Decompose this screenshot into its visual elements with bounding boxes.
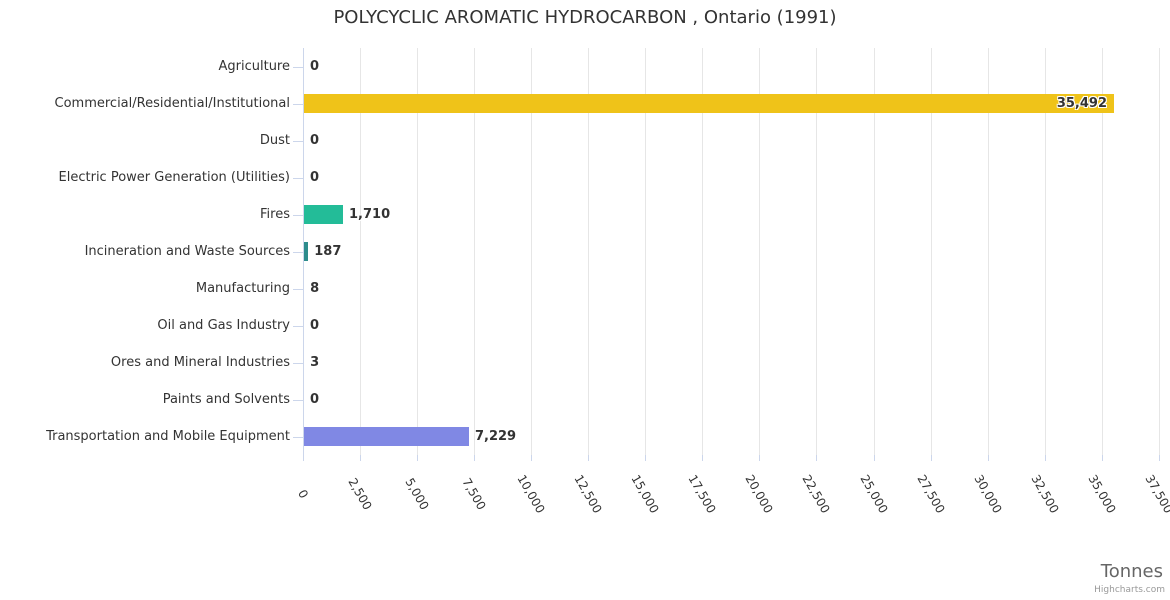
value-label: 187	[314, 244, 342, 259]
value-axis-tick	[1101, 455, 1103, 461]
gridline	[360, 48, 362, 455]
category-label: Incineration and Waste Sources	[84, 244, 290, 259]
bar[interactable]	[304, 427, 469, 446]
gridline	[474, 48, 476, 455]
value-label: 7,229	[474, 429, 517, 444]
gridline	[873, 48, 875, 455]
value-label: 35,492	[1056, 96, 1107, 111]
value-axis-tick	[588, 455, 590, 461]
gridline	[1158, 48, 1160, 455]
bar[interactable]	[304, 205, 343, 224]
category-label: Transportation and Mobile Equipment	[46, 429, 290, 444]
value-label: 3	[310, 355, 320, 370]
category-axis-tick	[293, 67, 303, 68]
category-axis-tick	[293, 363, 303, 364]
bar[interactable]	[304, 94, 1114, 113]
category-label: Commercial/Residential/Institutional	[54, 96, 291, 111]
value-axis-label: 25,000	[856, 472, 891, 516]
category-axis-tick	[293, 252, 303, 253]
category-axis-tick	[293, 104, 303, 105]
value-axis-label: 7,500	[459, 475, 489, 513]
value-axis-tick	[360, 455, 362, 461]
value-axis-tick	[303, 455, 304, 461]
gridline	[702, 48, 704, 455]
gridline	[816, 48, 818, 455]
category-axis-tick	[293, 178, 303, 179]
value-axis-label: 32,500	[1028, 472, 1062, 516]
value-axis-tick	[474, 455, 476, 461]
gridline	[1044, 48, 1046, 455]
value-axis-label: 35,000	[1085, 472, 1119, 516]
category-axis-tick	[293, 141, 303, 142]
value-axis-label: 0	[295, 487, 311, 501]
value-axis-label: 20,000	[742, 472, 776, 516]
gridline	[645, 48, 647, 455]
gridline	[987, 48, 989, 455]
bar[interactable]	[304, 242, 308, 261]
value-axis-label: 30,000	[971, 472, 1005, 516]
category-label: Electric Power Generation (Utilities)	[58, 170, 290, 185]
category-axis-tick	[293, 400, 303, 401]
chart-title: POLYCYCLIC AROMATIC HYDROCARBON , Ontari…	[333, 7, 837, 28]
category-axis-tick	[293, 215, 303, 216]
category-label: Agriculture	[218, 59, 291, 74]
value-axis-tick	[873, 455, 875, 461]
value-axis-tick	[417, 455, 419, 461]
category-label: Oil and Gas Industry	[157, 318, 290, 333]
category-label: Fires	[260, 207, 290, 222]
plot-area: 0 35,492 0 0 1,710 187 8 0 3 0 7,229	[293, 48, 1166, 461]
value-axis-label: 5,000	[402, 475, 432, 513]
value-axis-tick	[987, 455, 989, 461]
value-axis-label: 12,500	[571, 472, 605, 516]
value-axis-tick	[702, 455, 704, 461]
category-label: Dust	[259, 133, 290, 148]
category-axis-line	[303, 48, 304, 455]
value-axis-label: 37,500	[1142, 472, 1170, 516]
value-label: 0	[310, 318, 320, 333]
category-axis-tick	[293, 326, 303, 327]
value-label: 0	[310, 170, 320, 185]
category-label: Paints and Solvents	[162, 392, 290, 407]
gridline	[759, 48, 761, 455]
category-label: Manufacturing	[195, 281, 290, 296]
category-axis-tick	[293, 437, 303, 438]
value-axis-tick	[816, 455, 818, 461]
category-axis-labels: Agriculture Commercial/Residential/Instit…	[0, 48, 290, 455]
value-label: 0	[310, 392, 320, 407]
value-label: 0	[310, 133, 320, 148]
value-axis-tick	[1044, 455, 1046, 461]
gridline	[1101, 48, 1103, 455]
value-axis-label: 17,500	[685, 472, 719, 516]
gridline	[531, 48, 533, 455]
gridline	[930, 48, 932, 455]
value-axis-label: 22,500	[799, 472, 834, 516]
category-axis-tick	[293, 289, 303, 290]
category-label: Ores and Mineral Industries	[110, 355, 290, 370]
value-axis-tick	[531, 455, 533, 461]
value-axis-tick	[759, 455, 761, 461]
value-axis-label: 15,000	[628, 472, 662, 516]
gridline	[417, 48, 419, 455]
value-axis-label: 2,500	[345, 475, 375, 513]
value-axis-tick	[645, 455, 647, 461]
value-axis-label: 27,500	[914, 472, 948, 516]
value-label: 0	[310, 59, 320, 74]
value-axis-title: Tonnes	[1100, 561, 1163, 582]
value-label: 8	[310, 281, 320, 296]
gridline	[588, 48, 590, 455]
value-axis-tick	[1158, 455, 1160, 461]
value-axis-label: 10,000	[514, 472, 548, 516]
highcharts-credit-link[interactable]: Highcharts.com	[1094, 585, 1165, 595]
value-label: 1,710	[349, 207, 391, 222]
value-axis-tick	[930, 455, 932, 461]
